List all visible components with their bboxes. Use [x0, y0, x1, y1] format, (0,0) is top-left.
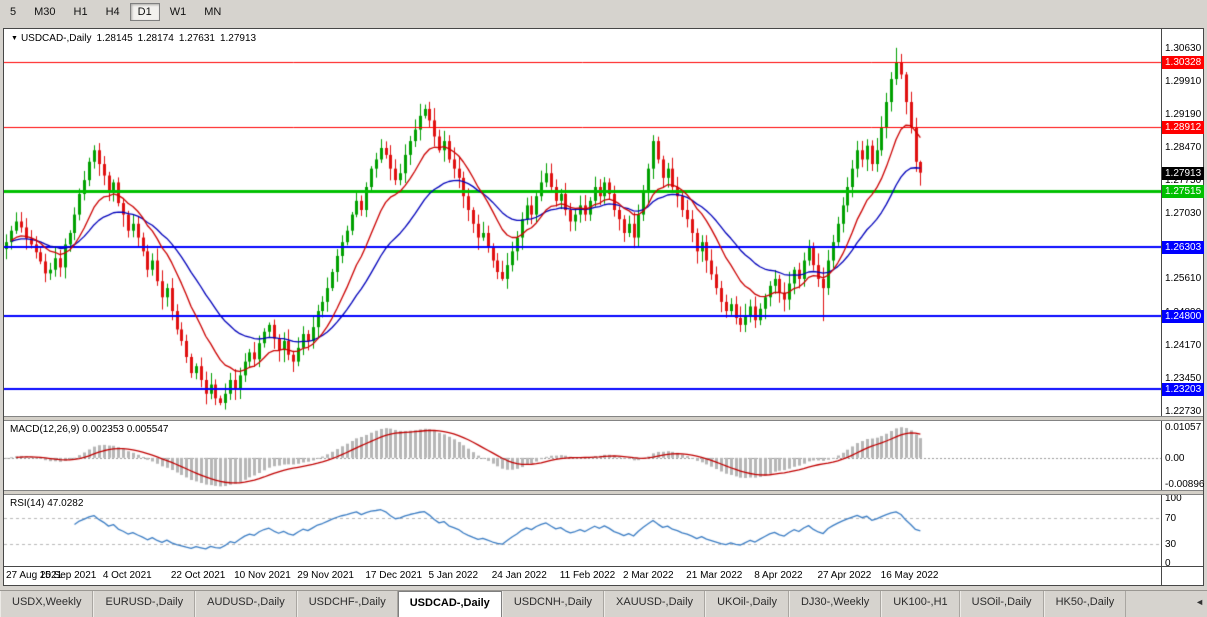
macd-name: MACD(12,26,9) [10, 424, 80, 435]
symbol-tab-dj30weekly[interactable]: DJ30-,Weekly [788, 591, 882, 617]
time-axis-label: 8 Apr 2022 [754, 570, 803, 581]
price-axis-label: 1.25610 [1165, 273, 1202, 285]
rsi-axis-label: 100 [1165, 493, 1182, 504]
hline-price-badge: 1.24800 [1162, 309, 1204, 323]
tab-scroll-left-icon[interactable]: ◄ [1195, 597, 1204, 607]
symbol-tab-usdcaddaily[interactable]: USDCAD-,Daily [397, 591, 502, 617]
time-axis-label: 5 Jan 2022 [428, 570, 479, 581]
rsi-indicator-label: RSI(14) 47.0282 [10, 498, 83, 509]
timeframe-button-d1[interactable]: D1 [129, 3, 160, 21]
chart-title: ▼ USDCAD-,Daily 1.28145 1.28174 1.27631 1.279… [11, 33, 256, 44]
price-axis-label: 1.27030 [1165, 208, 1202, 220]
symbol-tab-audusddaily[interactable]: AUDUSD-,Daily [195, 591, 297, 617]
time-axis-label: 15 Sep 2021 [39, 570, 97, 581]
price-axis-label: 1.29910 [1165, 75, 1202, 87]
symbol-tab-usdxweekly[interactable]: USDX,Weekly [0, 591, 94, 617]
symbol-tab-bar: USDX,Weekly EURUSD-,Daily AUDUSD-,Daily USD… [0, 590, 1207, 617]
macd-values: 0.002353 0.005547 [82, 424, 169, 435]
rsi-name: RSI(14) [10, 498, 45, 509]
ohlc-low: 1.27631 [178, 33, 215, 44]
time-axis-label: 27 Aug 2021 [6, 570, 63, 581]
hline-price-badge: 1.26303 [1162, 240, 1204, 254]
ohlc-high: 1.28174 [137, 33, 174, 44]
symbol-tab-eurusddaily[interactable]: EURUSD-,Daily [93, 591, 196, 617]
time-axis-label: 4 Oct 2021 [102, 570, 152, 581]
rsi-axis-label: 70 [1165, 512, 1177, 524]
hline-price-badge: 1.30328 [1162, 55, 1204, 69]
macd-axis-label: 0.01057 [1165, 421, 1202, 433]
timeframe-button-mn[interactable]: MN [204, 6, 222, 18]
chart-window: ▼ USDCAD-,Daily 1.28145 1.28174 1.27631 1.279… [3, 28, 1204, 586]
rsi-axis-label: 0 [1165, 558, 1171, 569]
rsi-axis-label: 30 [1165, 538, 1177, 550]
ohlc-close: 1.27913 [219, 33, 257, 44]
symbol-tab-usdcnhdaily[interactable]: USDCNH-,Daily [501, 591, 605, 617]
price-axis-label: 1.29190 [1165, 108, 1202, 120]
timeframe-toolbar: 5 M30 H1 H4 D1 W1 MN [0, 0, 1207, 24]
timeframe-button-m30[interactable]: M30 [34, 6, 56, 18]
timeframe-button-5[interactable]: 5 [10, 6, 17, 18]
chart-canvas[interactable] [4, 29, 1161, 585]
time-axis-label: 17 Dec 2021 [365, 570, 423, 581]
macd-axis-label: 0.00 [1165, 452, 1185, 464]
time-axis-label: 27 Apr 2022 [817, 570, 872, 581]
time-axis-label: 24 Jan 2022 [491, 570, 547, 581]
macd-indicator-label: MACD(12,26,9) 0.002353 0.005547 [10, 424, 168, 435]
symbol-tab-ukoildaily[interactable]: UKOil-,Daily [705, 591, 789, 617]
time-axis-label: 10 Nov 2021 [234, 570, 291, 581]
chart-symbol-period: USDCAD-,Daily [20, 33, 92, 44]
price-axis-label: 1.22730 [1165, 405, 1202, 417]
macd-axis-label: -0.00896 [1165, 479, 1205, 491]
panel-splitter[interactable] [4, 490, 1203, 495]
current-price-badge: 1.27913 [1162, 166, 1204, 180]
timeframe-button-h4[interactable]: H4 [105, 6, 120, 18]
time-axis-label: 16 May 2022 [880, 570, 939, 581]
symbol-tab-usoildaily[interactable]: USOil-,Daily [959, 591, 1044, 617]
ohlc-open: 1.28145 [96, 33, 133, 44]
hline-price-badge: 1.28912 [1162, 120, 1204, 134]
symbol-tab-uk100h1[interactable]: UK100-,H1 [881, 591, 960, 617]
time-axis-label: 29 Nov 2021 [297, 570, 354, 581]
price-axis[interactable]: 1.30630 1.29910 1.29190 1.28470 1.27750 1.270… [1161, 29, 1205, 585]
timeframe-button-h1[interactable]: H1 [73, 6, 88, 18]
hline-price-badge: 1.23203 [1162, 383, 1204, 397]
panel-splitter[interactable] [4, 416, 1203, 421]
symbol-tab-usdchfdaily[interactable]: USDCHF-,Daily [296, 591, 398, 617]
time-axis-separator [4, 566, 1203, 567]
price-axis-label: 1.24170 [1165, 339, 1202, 351]
time-axis-label: 11 Feb 2022 [559, 570, 616, 581]
hline-price-badge: 1.27515 [1162, 184, 1204, 198]
time-axis-label: 21 Mar 2022 [686, 570, 743, 581]
price-axis-label: 1.23450 [1165, 372, 1202, 384]
symbol-tab-hk50daily[interactable]: HK50-,Daily [1043, 591, 1127, 617]
collapse-arrow-icon[interactable]: ▼ [11, 35, 18, 42]
time-axis-label: 22 Oct 2021 [170, 570, 226, 581]
timeframe-button-w1[interactable]: W1 [169, 6, 187, 18]
price-axis-label: 1.27750 [1165, 175, 1202, 187]
price-axis-label: 1.28470 [1165, 142, 1202, 154]
symbol-tab-xauusddaily[interactable]: XAUUSD-,Daily [604, 591, 706, 617]
rsi-value: 47.0282 [47, 498, 84, 509]
time-axis[interactable]: 27 Aug 2021 15 Sep 2021 4 Oct 2021 22 Oct 2… [4, 567, 1161, 585]
price-axis-label: 1.30630 [1165, 42, 1202, 54]
time-axis-label: 2 Mar 2022 [622, 570, 674, 581]
